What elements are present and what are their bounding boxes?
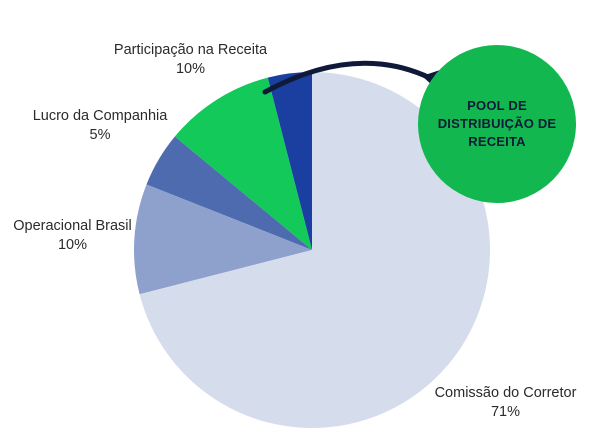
label-participacao: Participação na Receita 10%	[108, 41, 273, 79]
pool-callout-text: POOL DE DISTRIBUIÇÃO DE RECEITA	[437, 98, 557, 149]
slice-participacao	[174, 77, 312, 250]
label-operacional-name: Operacional Brasil	[13, 218, 132, 234]
label-lucro-name: Lucro da Companhia	[32, 108, 168, 124]
pie-slices	[133, 72, 490, 429]
slice-highlight	[267, 72, 312, 250]
slice-operacional	[133, 184, 312, 295]
label-comissao-value: 71%	[490, 404, 521, 420]
pool-callout-circle: POOL DE DISTRIBUIÇÃO DE RECEITA	[418, 45, 576, 203]
callout-arrow	[262, 60, 441, 95]
label-comissao-name: Comissão do Corretor	[434, 385, 577, 401]
label-participacao-value: 10%	[175, 61, 206, 77]
label-comissao: Comissão do Corretor 71%	[428, 384, 583, 422]
slice-comissao	[139, 72, 490, 429]
slice-lucro	[146, 136, 312, 250]
label-participacao-name: Participação na Receita	[113, 42, 268, 58]
label-operacional-value: 10%	[57, 237, 88, 253]
label-lucro-value: 5%	[89, 127, 111, 143]
label-lucro: Lucro da Companhia 5%	[30, 107, 170, 145]
label-operacional: Operacional Brasil 10%	[10, 217, 135, 255]
